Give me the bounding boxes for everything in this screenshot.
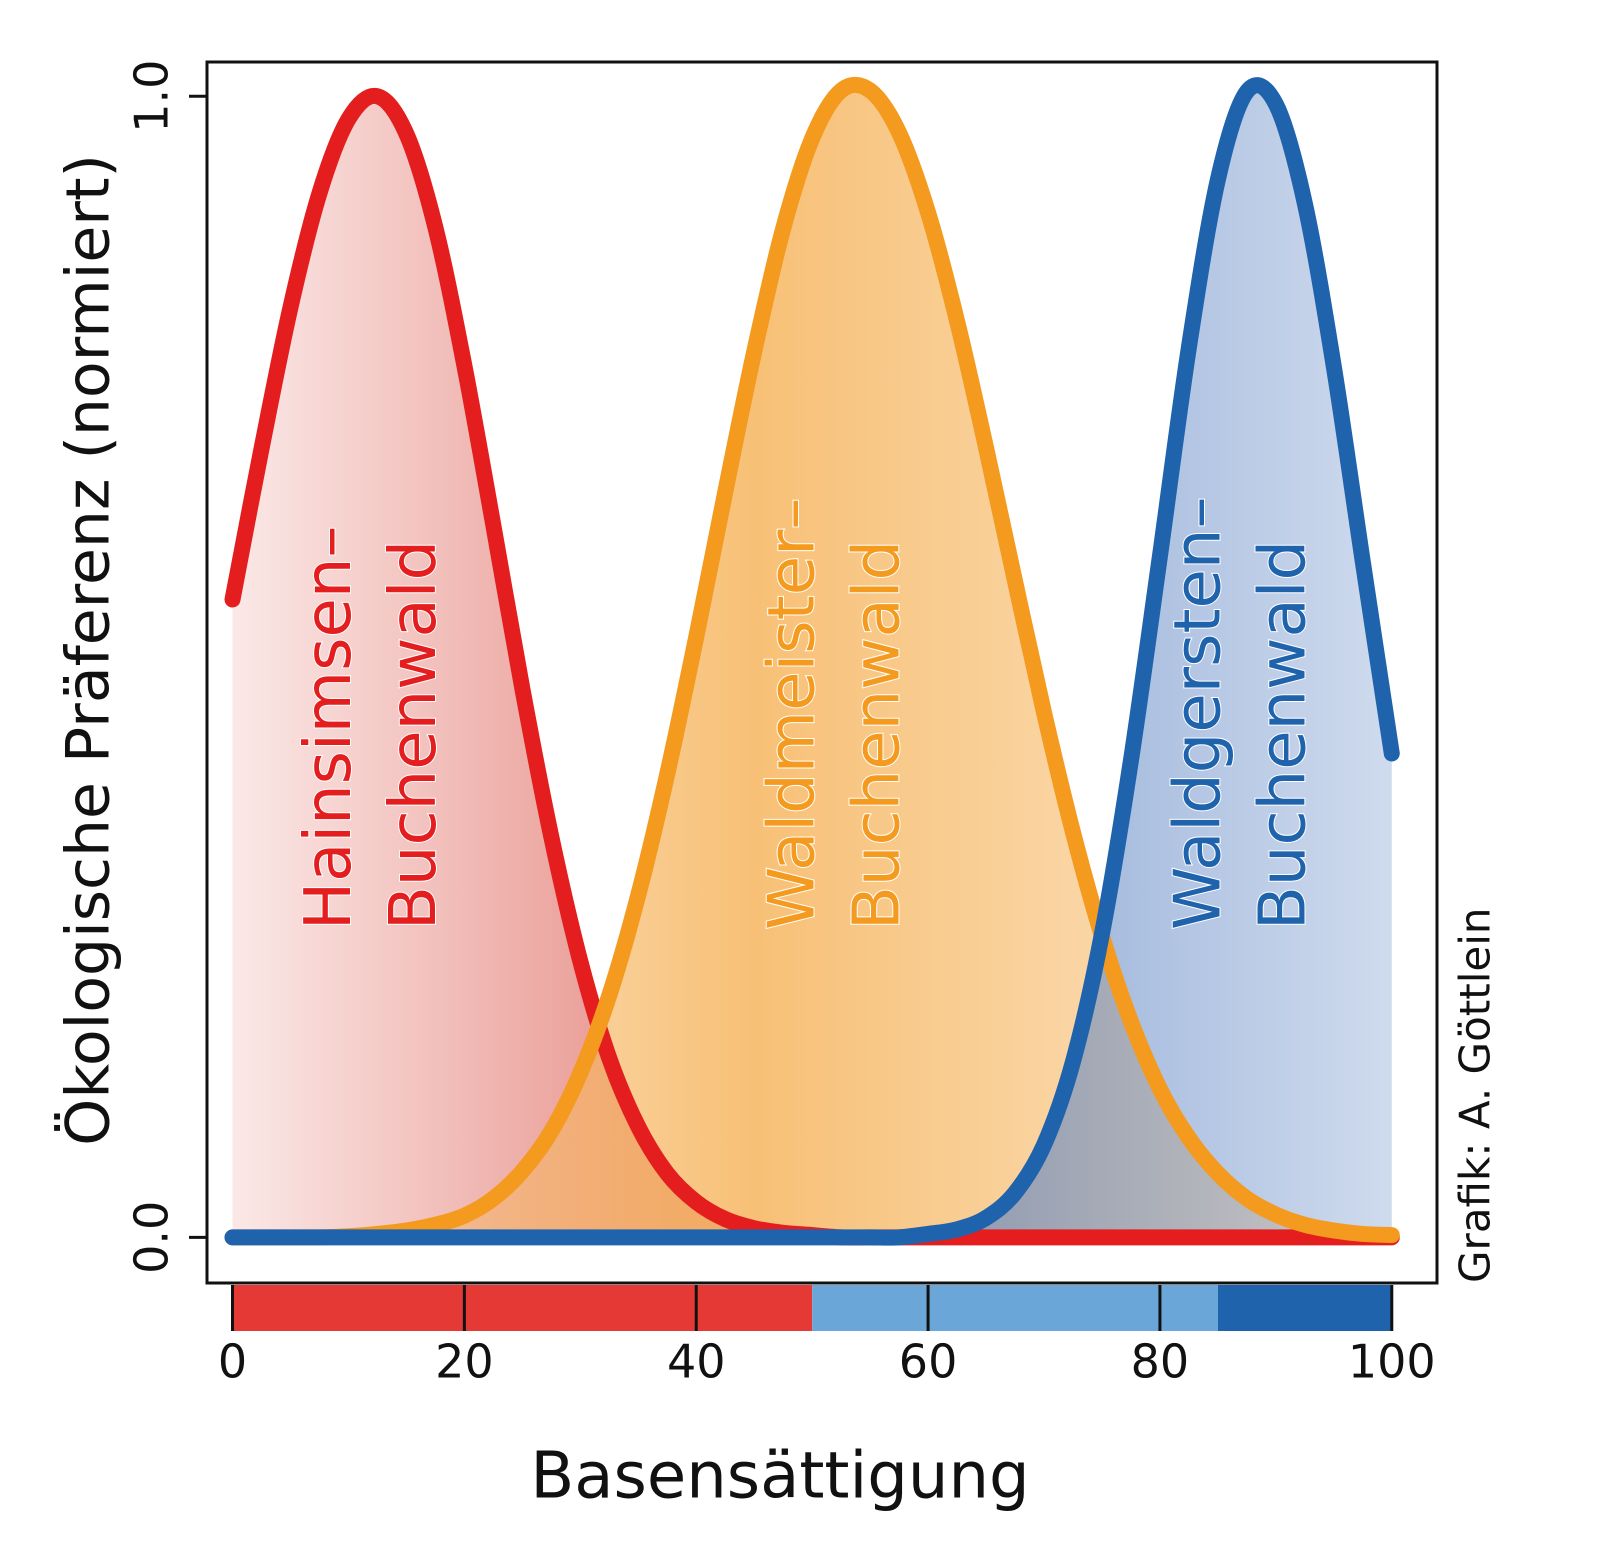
series-label: Waldmeister– [756, 498, 830, 930]
x-tick-label: 80 [1131, 1335, 1190, 1389]
plot-frame [205, 60, 1439, 1285]
y-tick-label: 1.0 [125, 60, 179, 133]
x-tick-label: 60 [899, 1335, 958, 1389]
x-tick-label: 0 [218, 1335, 247, 1389]
x-tick-label: 100 [1348, 1335, 1436, 1389]
color-bar-segment [1217, 1285, 1392, 1331]
series-label: Buchenwald [841, 540, 915, 930]
color-bar-segment [232, 1285, 813, 1331]
x-axis-title: Basensättigung [530, 1440, 1029, 1514]
y-axis-title: Ökologische Präferenz (normiert) [53, 154, 124, 1146]
line [224, 87, 1400, 1246]
area [232, 95, 1392, 1238]
credit: Grafik: A. Göttlein [1451, 908, 1500, 1284]
line [224, 77, 1400, 1246]
x-tick-label: 20 [435, 1335, 494, 1389]
x-tick-label: 40 [667, 1335, 726, 1389]
line [224, 76, 1400, 1246]
series-label: Hainsimsen– [292, 526, 366, 930]
color-bar-segment [812, 1285, 1218, 1331]
y-tick-label: 0.0 [125, 1201, 179, 1274]
series-label: Waldgersten– [1161, 497, 1235, 931]
series-label: Buchenwald [377, 540, 451, 930]
series-label: Buchenwald [1246, 540, 1320, 930]
